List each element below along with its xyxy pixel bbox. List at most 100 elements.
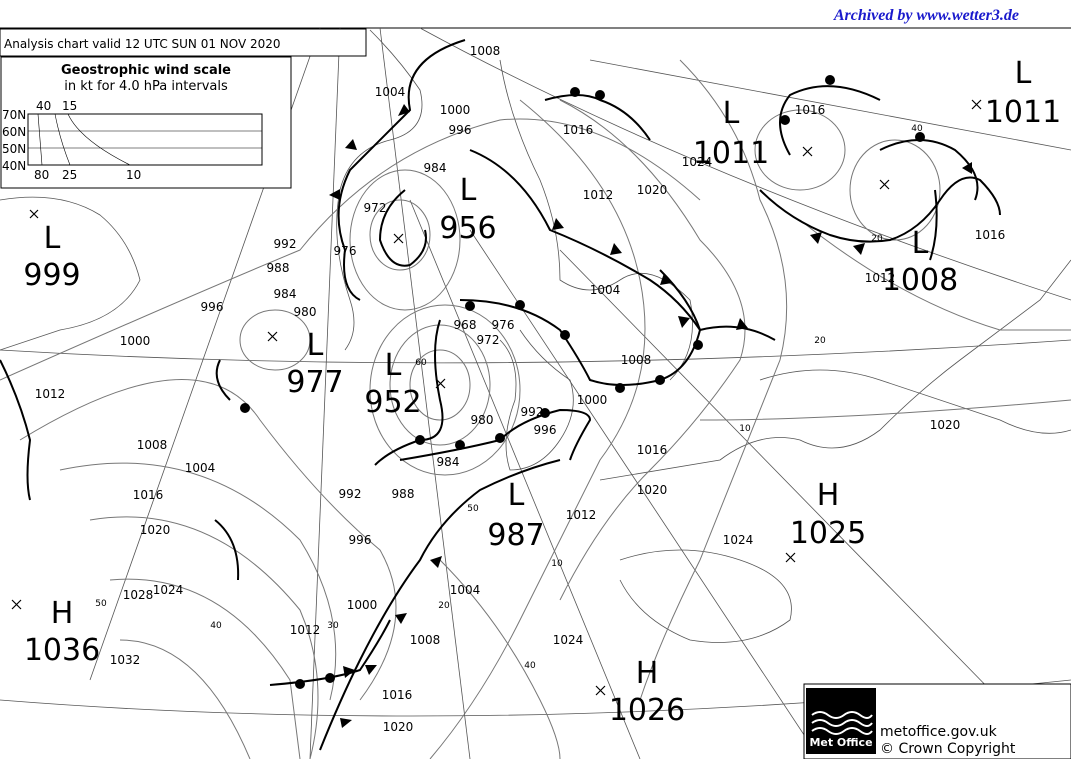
speed-label: 15 xyxy=(62,99,77,113)
speed-label: 80 xyxy=(34,168,49,182)
isobar-label: 1016 xyxy=(133,488,164,502)
wind-speed-label: 20 xyxy=(871,234,883,244)
footer: Met Office metoffice.gov.uk © Crown Copy… xyxy=(803,683,1071,759)
wind-speed-label: 40 xyxy=(911,124,923,134)
pressure-type: H xyxy=(636,656,659,691)
isobar-label: 1008 xyxy=(137,438,168,452)
fronts xyxy=(0,39,1001,751)
pressure-type: L xyxy=(508,478,525,513)
isobar-label: 980 xyxy=(294,305,317,319)
isobar-label: 1020 xyxy=(383,720,414,734)
wind-speed-label: 50 xyxy=(95,599,107,609)
isobar-label: 988 xyxy=(392,487,415,501)
isobar-label: 996 xyxy=(449,123,472,137)
isobar-label: 992 xyxy=(339,487,362,501)
isobar-label: 1012 xyxy=(566,508,597,522)
pressure-type: L xyxy=(723,96,740,131)
pressure-type: L xyxy=(912,226,929,261)
isobar-label: 1004 xyxy=(590,283,621,297)
isobar-label: 1000 xyxy=(347,598,378,612)
isobar-label: 976 xyxy=(334,244,357,258)
speed-label: 40 xyxy=(36,99,51,113)
wind-scale-frame xyxy=(27,113,263,166)
isobar-label: 1024 xyxy=(153,583,184,597)
isobar-label: 1000 xyxy=(120,334,151,348)
pressure-type: L xyxy=(460,173,477,208)
isobar-label: 984 xyxy=(437,455,460,469)
isobar-label: 976 xyxy=(492,318,515,332)
logo-text: Met Office xyxy=(809,736,872,749)
isobar-label: 992 xyxy=(521,405,544,419)
wind-speed-label: 20 xyxy=(814,336,826,346)
isobar-label: 1028 xyxy=(123,588,154,602)
pressure-value: 1011 xyxy=(985,95,1061,130)
isobar-label: 1000 xyxy=(577,393,608,407)
wind-speed-label: 10 xyxy=(739,424,751,434)
pressure-value: 987 xyxy=(487,518,544,553)
wind-speed-label: 10 xyxy=(551,559,563,569)
isobar-label: 1016 xyxy=(637,443,668,457)
wind-scale: Geostrophic wind scale in kt for 4.0 hPa… xyxy=(0,56,292,189)
isobar-label: 1008 xyxy=(470,44,501,58)
isobar-label: 1032 xyxy=(110,653,141,667)
pressure-type: H xyxy=(817,478,840,513)
pressure-type: L xyxy=(385,348,402,383)
isobar-label: 1004 xyxy=(450,583,481,597)
pressure-value: 1011 xyxy=(693,136,769,171)
wind-scale-subtitle: in kt for 4.0 hPa intervals xyxy=(64,79,228,94)
latitude-label: 40N xyxy=(2,159,26,173)
pressure-value: 1036 xyxy=(24,633,100,668)
pressure-value: 956 xyxy=(439,211,496,246)
wind-speed-label: 20 xyxy=(438,601,450,611)
isobar-label: 1024 xyxy=(682,155,713,169)
wind-scale-title: Geostrophic wind scale xyxy=(61,63,231,78)
latitude-label: 60N xyxy=(2,125,26,139)
pressure-value: 952 xyxy=(364,385,421,420)
pressure-value: 977 xyxy=(286,365,343,400)
isobar-label: 1016 xyxy=(382,688,413,702)
isobar-label: 1012 xyxy=(35,387,66,401)
isobar-label: 1004 xyxy=(185,461,216,475)
isobar-label: 1016 xyxy=(975,228,1006,242)
isobar-label: 984 xyxy=(274,287,297,301)
isobar-label: 1012 xyxy=(583,188,614,202)
archive-credit: Archived by www.wetter3.de xyxy=(833,7,1019,24)
pressure-value: 1025 xyxy=(790,516,866,551)
wind-speed-label: 60 xyxy=(415,358,427,368)
isobar-label: 996 xyxy=(349,533,372,547)
isobar-label: 984 xyxy=(424,161,447,175)
isobar-label: 988 xyxy=(267,261,290,275)
isobar-label: 1008 xyxy=(621,353,652,367)
chart-title: Analysis chart valid 12 UTC SUN 01 NOV 2… xyxy=(4,37,281,51)
isobar-label: 996 xyxy=(534,423,557,437)
pressure-type: L xyxy=(1015,56,1032,91)
isobar-label: 1012 xyxy=(290,623,321,637)
isobar-label: 1008 xyxy=(410,633,441,647)
pressure-type: L xyxy=(307,328,324,363)
isobar-label: 992 xyxy=(274,237,297,251)
isobar-label: 1020 xyxy=(930,418,961,432)
logo-waves xyxy=(811,711,873,735)
isobar-label: 1024 xyxy=(723,533,754,547)
pressure-type: L xyxy=(44,221,61,256)
wind-scale-curves xyxy=(37,113,131,166)
isobar-label: 996 xyxy=(201,300,224,314)
wind-speed-label: 50 xyxy=(467,504,479,514)
wind-speed-label: 40 xyxy=(524,661,536,671)
isobar-label: 980 xyxy=(471,413,494,427)
isobar-label: 1020 xyxy=(140,523,171,537)
isobar-label: 972 xyxy=(364,201,387,215)
graticule xyxy=(0,27,1071,759)
copyright: © Crown Copyright xyxy=(880,741,1016,757)
pressure-value: 1008 xyxy=(882,263,958,298)
isobar-label: 1016 xyxy=(795,103,826,117)
coastlines xyxy=(0,29,1071,643)
pressure-value: 999 xyxy=(23,258,80,293)
latitude-label: 70N xyxy=(2,108,26,122)
speed-label: 10 xyxy=(126,168,141,182)
site-name: metoffice.gov.uk xyxy=(880,724,998,740)
isobar-label: 1020 xyxy=(637,483,668,497)
pressure-type: H xyxy=(51,596,74,631)
